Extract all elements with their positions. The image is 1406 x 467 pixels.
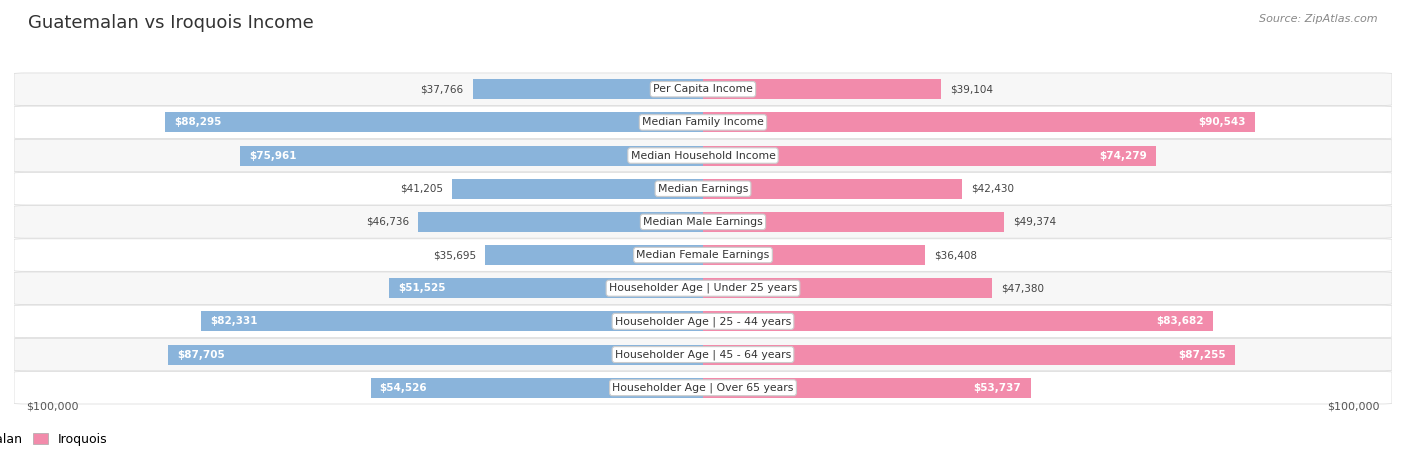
Text: $46,736: $46,736	[366, 217, 409, 227]
Bar	[418, 212, 703, 232]
Text: $37,766: $37,766	[420, 84, 464, 94]
FancyBboxPatch shape	[14, 338, 1392, 371]
Bar	[703, 245, 925, 265]
Text: Householder Age | 25 - 44 years: Householder Age | 25 - 44 years	[614, 316, 792, 326]
Text: Householder Age | Under 25 years: Householder Age | Under 25 years	[609, 283, 797, 293]
Text: Median Female Earnings: Median Female Earnings	[637, 250, 769, 260]
Text: Guatemalan vs Iroquois Income: Guatemalan vs Iroquois Income	[28, 14, 314, 32]
Text: $90,543: $90,543	[1198, 117, 1246, 127]
FancyBboxPatch shape	[14, 371, 1392, 404]
Bar	[703, 345, 1234, 365]
Text: Median Earnings: Median Earnings	[658, 184, 748, 194]
FancyBboxPatch shape	[14, 73, 1392, 106]
Text: Householder Age | 45 - 64 years: Householder Age | 45 - 64 years	[614, 349, 792, 360]
Bar	[703, 113, 1256, 132]
Text: $100,000: $100,000	[27, 402, 79, 412]
Text: $35,695: $35,695	[433, 250, 477, 260]
Text: Median Household Income: Median Household Income	[630, 150, 776, 161]
Bar	[485, 245, 703, 265]
Text: $82,331: $82,331	[209, 317, 257, 326]
Bar	[165, 113, 703, 132]
Text: $41,205: $41,205	[399, 184, 443, 194]
Bar	[703, 378, 1031, 398]
Legend: Guatemalan, Iroquois: Guatemalan, Iroquois	[0, 428, 112, 451]
Text: $54,526: $54,526	[380, 383, 427, 393]
Text: Source: ZipAtlas.com: Source: ZipAtlas.com	[1260, 14, 1378, 24]
FancyBboxPatch shape	[14, 139, 1392, 172]
Bar	[472, 79, 703, 99]
Bar	[451, 179, 703, 198]
Bar	[703, 278, 991, 298]
Text: $49,374: $49,374	[1014, 217, 1056, 227]
Text: $36,408: $36,408	[934, 250, 977, 260]
Text: $74,279: $74,279	[1099, 150, 1147, 161]
Bar	[201, 311, 703, 332]
Text: $83,682: $83,682	[1157, 317, 1204, 326]
Text: $75,961: $75,961	[249, 150, 297, 161]
Text: $39,104: $39,104	[950, 84, 994, 94]
Text: Per Capita Income: Per Capita Income	[652, 84, 754, 94]
Bar	[240, 146, 703, 165]
FancyBboxPatch shape	[14, 205, 1392, 238]
Text: Householder Age | Over 65 years: Householder Age | Over 65 years	[612, 382, 794, 393]
Text: $53,737: $53,737	[974, 383, 1022, 393]
Bar	[169, 345, 703, 365]
FancyBboxPatch shape	[14, 272, 1392, 304]
Text: $87,255: $87,255	[1178, 350, 1226, 360]
Bar	[703, 311, 1213, 332]
Text: $42,430: $42,430	[970, 184, 1014, 194]
Text: $51,525: $51,525	[398, 283, 446, 293]
Bar	[703, 179, 962, 198]
Text: $87,705: $87,705	[177, 350, 225, 360]
FancyBboxPatch shape	[14, 305, 1392, 338]
Bar	[371, 378, 703, 398]
Text: Median Male Earnings: Median Male Earnings	[643, 217, 763, 227]
Text: $88,295: $88,295	[174, 117, 221, 127]
Text: Median Family Income: Median Family Income	[643, 117, 763, 127]
Text: $100,000: $100,000	[1327, 402, 1379, 412]
Text: $47,380: $47,380	[1001, 283, 1045, 293]
Bar	[703, 79, 942, 99]
FancyBboxPatch shape	[14, 239, 1392, 271]
FancyBboxPatch shape	[14, 106, 1392, 139]
FancyBboxPatch shape	[14, 172, 1392, 205]
Bar	[703, 146, 1156, 165]
Bar	[389, 278, 703, 298]
Bar	[703, 212, 1004, 232]
